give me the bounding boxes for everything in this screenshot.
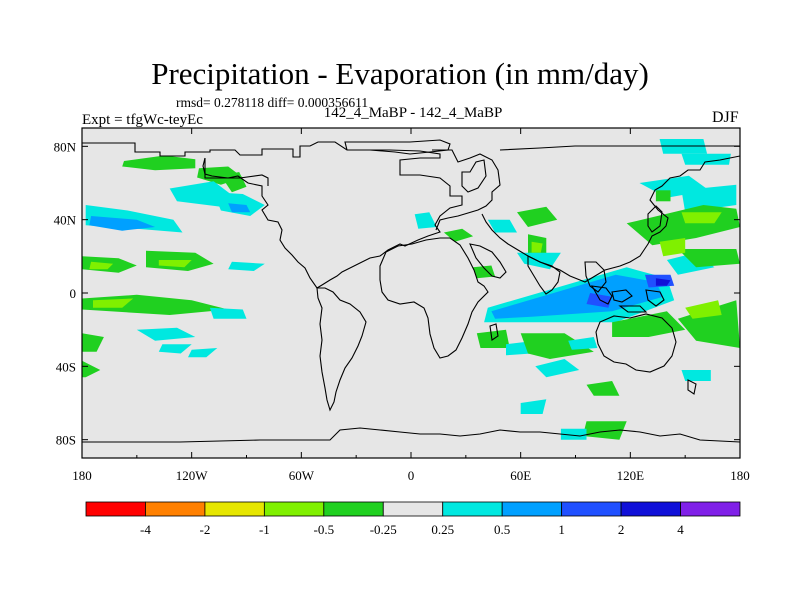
coastline-new-zealand (687, 379, 697, 395)
anomaly-region-57 (560, 428, 587, 440)
coastline-europe (432, 149, 501, 231)
coastline-india (527, 255, 561, 295)
anomaly-region-52 (535, 359, 580, 378)
colorbar-swatch (620, 501, 681, 517)
anomaly-region-41 (491, 274, 664, 319)
coastline-australia (595, 313, 677, 373)
x-tick-label: 60W (289, 468, 315, 483)
colorbar-swatch (501, 501, 563, 517)
colorbar-swatch (145, 501, 206, 517)
coastline-africa (379, 237, 489, 359)
anomaly-region-38 (659, 238, 686, 257)
anomaly-region-15 (209, 307, 247, 319)
coastline-antarctica (82, 427, 740, 443)
chart-subtitle: 142_4_MaBP - 142_4_MaBP (323, 105, 503, 121)
colorbar-label: 0.5 (494, 522, 510, 537)
anomaly-region-0 (122, 155, 196, 171)
colorbar-label: -4 (140, 522, 151, 537)
anomaly-region-49 (677, 300, 740, 348)
colorbar-swatch (204, 501, 265, 517)
colorbar-swatch (85, 501, 146, 517)
colorbar-swatch (382, 501, 444, 517)
y-tick-label: 40N (54, 213, 77, 228)
colorbar: -4 -2 -1 -0.5 -0.25 0.25 0.5 1 2 4 (85, 501, 741, 537)
coastline-greenland (344, 139, 451, 155)
anomaly-regions (82, 139, 740, 440)
colorbar-swatch (323, 501, 384, 517)
anomaly-region-48 (612, 311, 686, 337)
chart-title: Precipitation - Evaporation (in mm/day) (151, 56, 649, 91)
coastline-arabia (469, 243, 507, 279)
y-tick-label: 80N (54, 139, 77, 154)
x-tick-label: 180 (730, 468, 750, 483)
anomaly-region-12 (228, 261, 265, 271)
colorbar-swatch (263, 501, 325, 517)
y-tick-label: 0 (70, 286, 77, 301)
coastline-asia (481, 145, 740, 283)
anomaly-region-16 (136, 327, 196, 341)
anomaly-region-14 (93, 298, 134, 308)
anomaly-region-21 (414, 212, 437, 229)
colorbar-label: 4 (677, 522, 684, 537)
coastline-north-america (82, 141, 463, 289)
colorbar-label: -1 (259, 522, 270, 537)
anomaly-region-7 (228, 203, 251, 213)
anomaly-region-20 (188, 348, 218, 358)
anomaly-region-25 (473, 265, 496, 279)
anomaly-region-44 (655, 278, 671, 286)
anomaly-region-53 (586, 381, 620, 396)
season-label: DJF (712, 109, 739, 126)
anomaly-region-27 (531, 241, 543, 253)
anomaly-region-11 (158, 260, 192, 268)
anomaly-region-51 (568, 337, 598, 350)
anomaly-region-30 (681, 153, 731, 165)
anomaly-region-6 (213, 192, 265, 216)
anomaly-region-37 (677, 249, 740, 268)
anomaly-region-5 (89, 216, 156, 231)
anomaly-region-24 (517, 206, 558, 227)
coastline-hudson-bay (204, 158, 269, 186)
continent-outlines (82, 139, 740, 443)
anomaly-region-55 (520, 399, 547, 414)
x-axis: 180 120W 60W 0 60E 120E 180 (72, 128, 750, 483)
coastline-scandinavia (461, 159, 487, 193)
y-tick-label: 80S (56, 433, 76, 448)
anomaly-region-33 (655, 190, 671, 202)
colorbar-label: -2 (199, 522, 210, 537)
anomaly-region-18 (82, 360, 101, 378)
colorbar-swatch (561, 501, 622, 517)
colorbar-label: 1 (558, 522, 565, 537)
colorbar-label: -0.5 (314, 522, 335, 537)
y-tick-label: 40S (56, 359, 76, 374)
anomaly-region-23 (487, 219, 517, 233)
anomaly-region-54 (681, 370, 711, 381)
anomaly-region-47 (520, 333, 594, 359)
anomaly-region-42 (586, 293, 613, 308)
coastline-madagascar (489, 323, 499, 341)
coastline-japan (647, 205, 663, 233)
anomaly-region-56 (582, 421, 627, 440)
x-tick-label: 180 (72, 468, 92, 483)
coastline-maritime-continent (590, 285, 665, 313)
y-axis: 80N 40N 0 40S 80S (54, 139, 740, 448)
colorbar-label: -0.25 (370, 522, 397, 537)
anomaly-region-50 (685, 300, 722, 319)
anomaly-region-17 (82, 333, 104, 352)
statistics-label: rmsd= 0.278118 diff= 0.000356611 (176, 95, 369, 110)
x-tick-label: 60E (510, 468, 531, 483)
colorbar-label: 2 (618, 522, 625, 537)
x-tick-label: 120E (617, 468, 645, 483)
colorbar-label: 0.25 (431, 522, 454, 537)
colorbar-swatch (680, 501, 741, 517)
coastline-south-america (316, 287, 367, 412)
x-tick-label: 0 (408, 468, 415, 483)
x-tick-label: 120W (176, 468, 209, 483)
experiment-label: Expt = tfgWc-teyEc (82, 112, 203, 128)
colorbar-swatch (442, 501, 503, 517)
anomaly-region-32 (681, 184, 737, 213)
anomaly-region-9 (89, 261, 114, 270)
anomaly-region-35 (681, 212, 722, 224)
anomaly-region-19 (158, 344, 192, 354)
